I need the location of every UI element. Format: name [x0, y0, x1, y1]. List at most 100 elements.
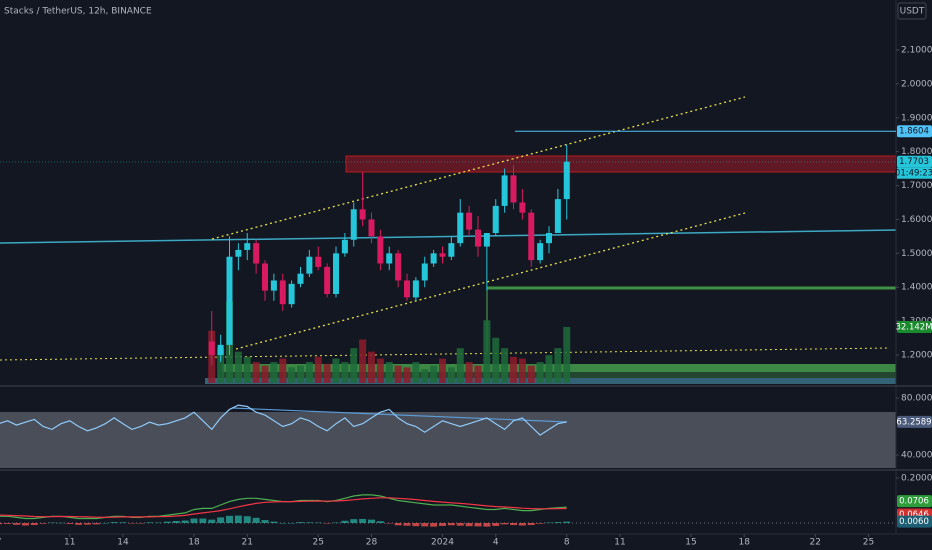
macd-badge: 0.0706: [899, 497, 929, 507]
macd-histogram-bar: [536, 523, 544, 524]
volume-bar: [501, 348, 509, 383]
macd-histogram-bar: [13, 523, 21, 525]
macd-histogram-bar: [545, 522, 553, 524]
macd-histogram-bar: [279, 523, 287, 524]
volume-bar: [483, 320, 491, 383]
macd-histogram-bar: [92, 523, 100, 525]
macd-histogram-bar: [252, 517, 260, 524]
last-price-badge: 1.7703: [899, 157, 929, 167]
y-tick-label: 1.9000: [901, 113, 932, 123]
volume-bar: [270, 362, 278, 383]
candle-body: [368, 219, 375, 237]
macd-histogram-bar: [314, 522, 322, 524]
y-tick-label: 1.7000: [901, 181, 932, 191]
candle-body: [262, 263, 269, 291]
macd-histogram-bar: [447, 523, 455, 526]
volume-bar: [243, 356, 251, 383]
volume-bar: [509, 356, 517, 383]
macd-histogram-bar: [465, 523, 473, 527]
volume-bar: [341, 362, 349, 383]
x-tick-label: 14: [117, 538, 129, 548]
macd-histogram-bar: [518, 523, 526, 526]
y-tick-label: 1.8000: [901, 147, 932, 157]
channel-top: [211, 96, 746, 240]
candle-body: [412, 280, 419, 298]
candle-body: [253, 243, 260, 264]
x-tick-label: 11: [64, 538, 75, 548]
macd-histogram-bar: [270, 521, 278, 524]
x-tick-label: 8: [564, 538, 570, 548]
signal-line: [0, 497, 567, 519]
volume-bar: [350, 348, 358, 383]
macd-histogram-bar: [48, 522, 56, 524]
y-tick-label: 80.0000: [901, 393, 932, 403]
x-tick-label: 18: [739, 538, 751, 548]
macd-histogram-bar: [394, 523, 402, 526]
volume-bar: [288, 367, 296, 383]
candle-body: [421, 263, 428, 281]
macd-histogram-bar: [119, 522, 127, 524]
candle-body: [554, 199, 561, 233]
macd-histogram-bar: [208, 519, 216, 524]
level-badge: 1.8604: [899, 127, 929, 137]
y-tick-label: 1.6000: [901, 215, 932, 225]
rsi-divergence: [231, 407, 568, 423]
x-tick-label: 25: [313, 538, 324, 548]
last-price-badge-bg: [897, 155, 932, 168]
volume-bar: [385, 362, 393, 383]
y-tick-label: 40.0000: [901, 451, 932, 461]
candle-body: [324, 266, 331, 295]
macd-histogram-bar: [234, 515, 242, 524]
volume-bar: [376, 358, 384, 383]
y-tick-label: 1.5000: [901, 249, 932, 259]
macd-histogram-bar: [217, 517, 225, 524]
candle-body: [217, 344, 224, 356]
candle-body: [439, 253, 446, 257]
candle-body: [528, 212, 535, 261]
candle-body: [466, 212, 473, 230]
x-tick-label: 18: [188, 538, 200, 548]
candle-body: [448, 243, 455, 257]
candle-body: [377, 236, 384, 264]
macd-histogram-bar: [4, 523, 12, 524]
volume-bar: [421, 369, 429, 383]
volume-bar: [323, 363, 331, 383]
volume-bar: [465, 362, 473, 383]
macd-histogram-bar: [350, 519, 358, 524]
trend-line: [0, 229, 897, 244]
macd-histogram-bar: [181, 520, 189, 524]
volume-bar: [261, 365, 269, 383]
x-tick-label: 15: [685, 538, 696, 548]
volume-bar: [314, 356, 322, 383]
macd-histogram-bar: [492, 523, 500, 526]
macd-histogram-bar: [359, 518, 367, 524]
x-tick-label: 28: [366, 538, 378, 548]
currency-box[interactable]: [897, 2, 927, 20]
volume-bar: [305, 362, 313, 383]
volume-bar: [297, 365, 305, 383]
rsi-badge-bg: [897, 415, 932, 428]
volume-bar: [359, 339, 367, 383]
macd-histogram-bar: [163, 521, 171, 524]
macd-histogram-bar: [483, 523, 491, 527]
macd-histogram-bar: [21, 523, 29, 526]
macd-histogram-bar: [376, 521, 384, 524]
volume-bar: [554, 348, 562, 383]
x-tick-label: 4: [493, 538, 499, 548]
macd-histogram-bar: [84, 523, 92, 525]
x-tick-label: 25: [863, 538, 874, 548]
currency[interactable]: USDT: [900, 7, 925, 17]
macd-histogram-bar: [128, 523, 136, 524]
countdown-bg: [897, 167, 932, 179]
macd-histogram-bar: [110, 522, 118, 524]
candle-body: [350, 209, 357, 240]
macd-histogram-bar: [501, 523, 509, 525]
candle-body: [545, 232, 552, 244]
macd-histogram-bar: [509, 523, 517, 526]
volume-bar: [412, 362, 420, 383]
y-tick-label: 1.2000: [901, 351, 932, 361]
candle-body: [519, 202, 526, 213]
chart-title: Stacks / TetherUS, 12h, BINANCE: [4, 7, 152, 17]
volume-bar: [217, 348, 225, 383]
